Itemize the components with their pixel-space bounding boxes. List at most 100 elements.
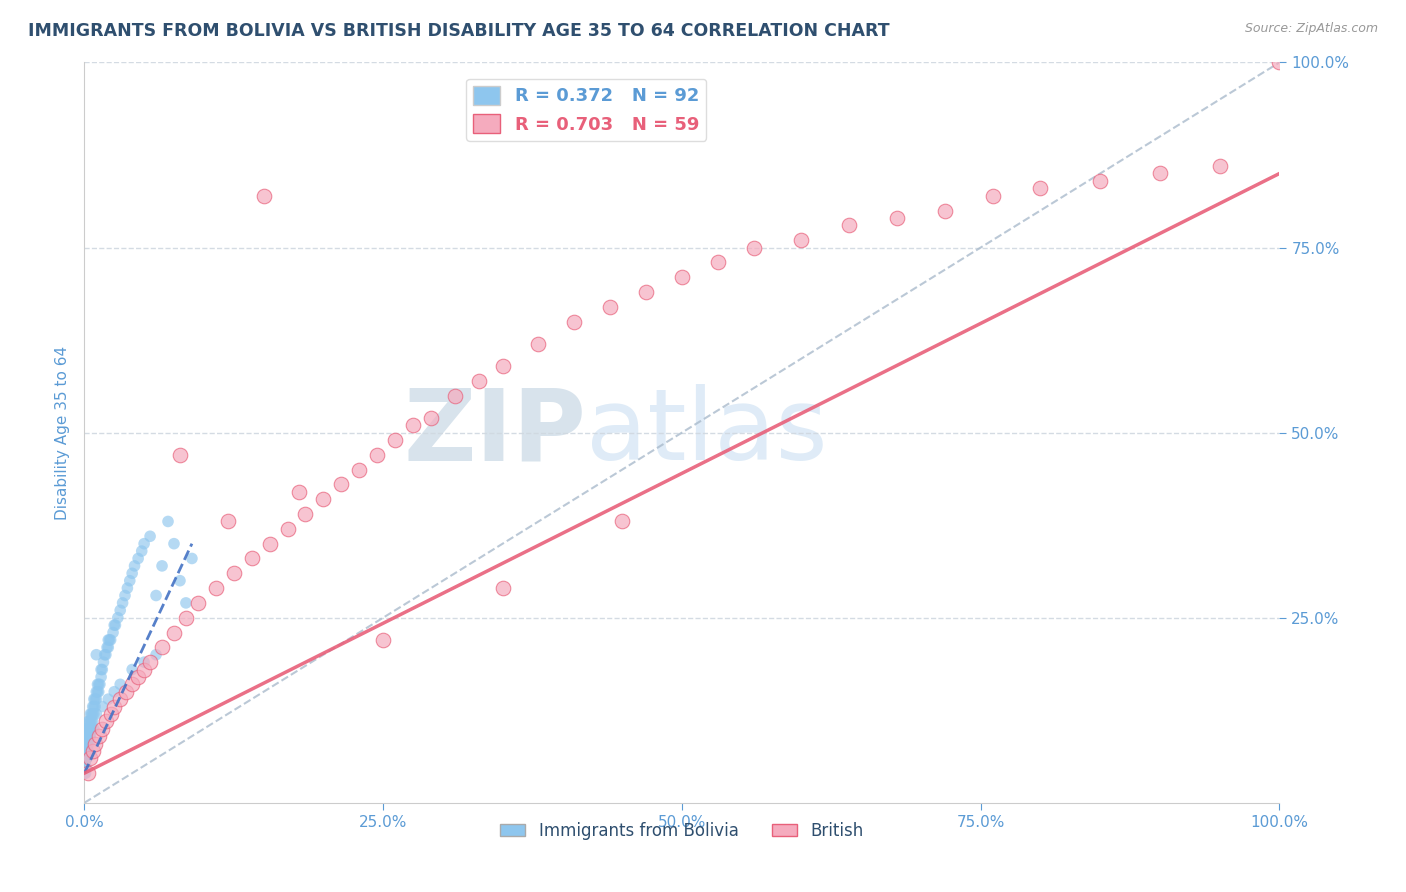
Point xyxy=(89,677,111,691)
Point xyxy=(222,566,245,581)
Point xyxy=(80,706,103,721)
Point xyxy=(98,632,121,647)
Point xyxy=(132,663,156,677)
Point xyxy=(492,359,515,373)
Point xyxy=(86,685,108,699)
Point xyxy=(384,433,406,447)
Point xyxy=(564,314,586,328)
Point xyxy=(90,663,112,677)
Point xyxy=(75,737,97,751)
Point xyxy=(103,618,125,632)
Point xyxy=(77,722,100,736)
Point xyxy=(80,722,103,736)
Point xyxy=(93,655,115,669)
Point xyxy=(1149,166,1171,180)
Y-axis label: Disability Age 35 to 64: Disability Age 35 to 64 xyxy=(55,345,70,520)
Point xyxy=(420,410,443,425)
Point xyxy=(82,699,104,714)
Point xyxy=(132,655,156,669)
Point xyxy=(277,522,299,536)
Point xyxy=(83,706,105,721)
Point xyxy=(1090,174,1112,188)
Point xyxy=(90,670,112,684)
Point xyxy=(330,477,353,491)
Point xyxy=(87,677,110,691)
Point xyxy=(103,685,125,699)
Point xyxy=(83,699,105,714)
Point xyxy=(174,610,197,624)
Point xyxy=(91,699,114,714)
Point xyxy=(77,722,100,736)
Point xyxy=(76,722,98,736)
Point xyxy=(115,685,138,699)
Point xyxy=(79,722,101,736)
Point xyxy=(253,188,276,202)
Point xyxy=(366,448,388,462)
Point xyxy=(87,685,110,699)
Point xyxy=(132,536,156,550)
Point xyxy=(127,551,149,566)
Point xyxy=(121,677,143,691)
Point xyxy=(96,640,118,655)
Point xyxy=(121,663,143,677)
Text: Source: ZipAtlas.com: Source: ZipAtlas.com xyxy=(1244,22,1378,36)
Point xyxy=(169,448,191,462)
Point xyxy=(77,714,100,729)
Point xyxy=(981,188,1004,202)
Point xyxy=(150,640,173,655)
Point xyxy=(127,670,149,684)
Point xyxy=(121,566,143,581)
Point xyxy=(707,255,730,269)
Point xyxy=(636,285,658,299)
Point xyxy=(217,515,239,529)
Point xyxy=(612,515,634,529)
Point xyxy=(1029,181,1052,195)
Point xyxy=(76,737,98,751)
Point xyxy=(82,706,104,721)
Point xyxy=(75,766,97,780)
Point xyxy=(77,737,100,751)
Point xyxy=(187,596,209,610)
Point xyxy=(77,714,100,729)
Point xyxy=(75,737,97,751)
Point xyxy=(145,589,167,603)
Point xyxy=(599,300,621,314)
Point xyxy=(84,692,107,706)
Point xyxy=(110,677,132,691)
Point xyxy=(169,574,191,588)
Point xyxy=(86,692,108,706)
Point xyxy=(79,706,101,721)
Point xyxy=(294,507,316,521)
Point xyxy=(886,211,908,225)
Point xyxy=(87,729,110,743)
Point xyxy=(86,677,108,691)
Point xyxy=(97,692,120,706)
Point xyxy=(139,655,162,669)
Point xyxy=(77,729,100,743)
Point xyxy=(75,729,97,743)
Point xyxy=(79,751,101,765)
Point xyxy=(790,233,813,247)
Point xyxy=(91,663,114,677)
Text: IMMIGRANTS FROM BOLIVIA VS BRITISH DISABILITY AGE 35 TO 64 CORRELATION CHART: IMMIGRANTS FROM BOLIVIA VS BRITISH DISAB… xyxy=(28,22,890,40)
Point xyxy=(77,737,100,751)
Point xyxy=(444,388,467,402)
Point xyxy=(93,648,115,662)
Point xyxy=(468,374,491,388)
Point xyxy=(97,632,120,647)
Point xyxy=(103,699,125,714)
Text: ZIP: ZIP xyxy=(404,384,586,481)
Point xyxy=(117,581,139,595)
Point xyxy=(150,558,173,573)
Point xyxy=(492,581,515,595)
Point xyxy=(79,729,101,743)
Point xyxy=(124,558,146,573)
Point xyxy=(77,744,100,758)
Point xyxy=(75,758,97,772)
Point xyxy=(373,632,395,647)
Point xyxy=(111,596,134,610)
Point xyxy=(79,714,101,729)
Point xyxy=(86,706,108,721)
Point xyxy=(934,203,956,218)
Point xyxy=(288,484,311,499)
